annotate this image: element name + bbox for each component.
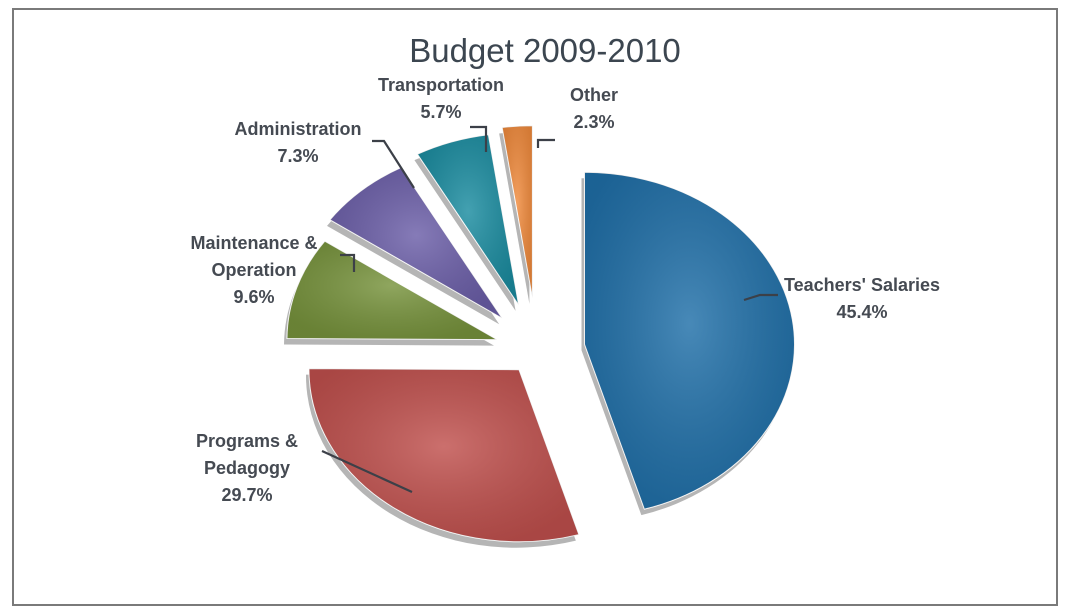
pie-slice-shading [502, 125, 533, 298]
slice-label-programs-pedagogy: Programs & Pedagogy 29.7% [196, 431, 298, 505]
slice-label-teachers-salaries: Teachers' Salaries 45.4% [784, 275, 940, 322]
pie-slice-administration [327, 166, 503, 325]
slice-category-label: Pedagogy [204, 458, 290, 478]
slice-category-label: Other [570, 85, 618, 105]
slice-category-label: Maintenance & [190, 233, 317, 253]
pie-slice-shading [287, 241, 497, 340]
pie-slice-shading [309, 368, 579, 542]
leader-line-administration [372, 139, 415, 189]
pie-slice-other [499, 125, 533, 304]
slice-category-label: Programs & [196, 431, 298, 451]
chart-title: Budget 2009-2010 [409, 32, 681, 69]
slice-value-label: 9.6% [233, 287, 274, 307]
slice-label-other: Other 2.3% [570, 85, 618, 132]
slice-value-label: 2.3% [573, 112, 614, 132]
slice-label-maintenance-operation: Maintenance & Operation 9.6% [190, 233, 317, 307]
leader-line-programs-pedagogy [321, 449, 413, 494]
pie-slice-shading [417, 134, 519, 305]
slice-value-label: 7.3% [277, 146, 318, 166]
slice-category-label: Operation [211, 260, 296, 280]
pie-slice-maintenance-operation [284, 240, 499, 346]
slice-label-transportation: Transportation 5.7% [378, 75, 504, 122]
slice-value-label: 5.7% [420, 102, 461, 122]
slice-label-administration: Administration 7.3% [234, 119, 361, 166]
pie-slice-shading [584, 172, 795, 510]
slice-category-label: Transportation [378, 75, 504, 95]
leader-line-teachers-salaries [743, 293, 778, 302]
leader-line-maintenance-operation [340, 253, 356, 272]
slice-value-label: 45.4% [836, 302, 887, 322]
pie-slice-shading [330, 167, 503, 319]
pie-slice-transportation [414, 134, 520, 311]
slice-category-label: Teachers' Salaries [784, 275, 940, 295]
slice-category-label: Administration [234, 119, 361, 139]
leader-line-transportation [470, 125, 488, 152]
pie-slice-programs-pedagogy [306, 368, 580, 548]
pie-slice-teachers-salaries [581, 171, 795, 516]
leader-line-other [536, 138, 555, 148]
slice-value-label: 29.7% [221, 485, 272, 505]
